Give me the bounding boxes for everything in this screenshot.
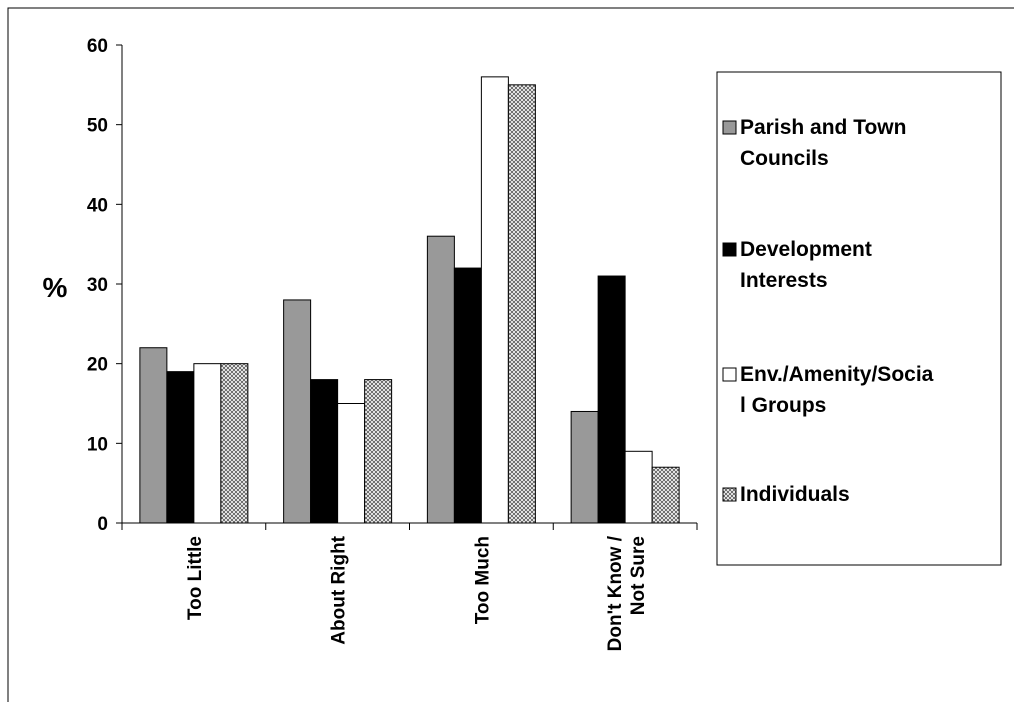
y-tick-label: 40 — [87, 195, 108, 216]
bar — [453, 267, 482, 524]
text-line: Env./Amenity/Socia — [740, 363, 934, 386]
text-line: Not Sure — [628, 536, 649, 615]
bar — [283, 299, 312, 524]
y-tick-label: 20 — [87, 355, 108, 376]
y-tick-label: 60 — [87, 36, 108, 57]
text-line: Development — [740, 238, 872, 261]
bar — [337, 403, 366, 524]
legend-swatch — [722, 242, 737, 257]
text-line: l Groups — [740, 394, 826, 417]
bar — [651, 466, 680, 524]
text-line: Parish and Town — [740, 116, 906, 139]
y-tick-label: 30 — [87, 275, 108, 296]
text-line: Too Much — [472, 536, 493, 624]
bar — [507, 84, 536, 524]
legend-label: Development Interests — [740, 238, 872, 292]
bar — [480, 76, 509, 524]
y-axis-label: % — [43, 272, 68, 303]
y-tick-label: 10 — [87, 434, 108, 455]
bar — [310, 379, 339, 524]
legend-label: Individuals — [740, 483, 850, 506]
x-tick-label: Too Little — [185, 536, 206, 620]
text-line: Individuals — [740, 483, 850, 506]
legend-swatch — [722, 487, 737, 502]
legend-swatch — [722, 120, 737, 135]
text-line: Too Little — [185, 536, 206, 620]
y-tick-label: 50 — [87, 116, 108, 137]
frame — [7, 7, 1014, 702]
bar — [364, 379, 393, 524]
legend-box — [716, 71, 1002, 566]
bar — [570, 410, 599, 524]
bar — [193, 363, 222, 524]
legend-label: Env./Amenity/Socia l Groups — [740, 363, 934, 417]
bar — [166, 371, 195, 524]
text-line: Interests — [740, 269, 828, 292]
text-line: Councils — [740, 147, 829, 170]
bar — [139, 347, 168, 524]
bar — [624, 450, 653, 524]
x-tick-label: Too Much — [472, 536, 493, 624]
text-line: About Right — [329, 535, 350, 644]
bar — [597, 275, 626, 524]
x-tick-label: Don't Know / Not Sure — [605, 535, 649, 651]
bar — [426, 235, 455, 524]
legend-label: Parish and Town Councils — [740, 116, 906, 170]
x-tick-label: About Right — [329, 535, 350, 644]
legend-swatch — [722, 367, 737, 382]
text-line: Don't Know / — [605, 535, 626, 651]
bar — [220, 363, 249, 524]
y-tick-label: 0 — [97, 514, 108, 535]
